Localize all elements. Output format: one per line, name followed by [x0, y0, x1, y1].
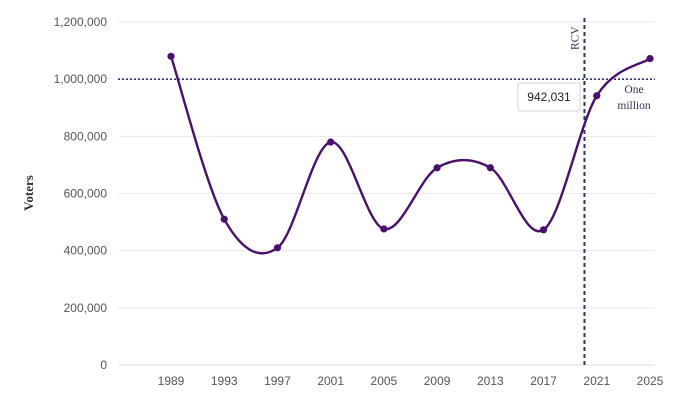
y-tick-label: 800,000	[64, 129, 108, 143]
x-tick-label: 1993	[211, 374, 238, 388]
data-point	[273, 244, 282, 252]
data-point	[380, 225, 388, 233]
data-points	[167, 52, 654, 252]
y-axis-label: Voters	[21, 175, 36, 211]
data-point	[433, 164, 441, 172]
x-tick-label: 2009	[424, 374, 451, 388]
data-point	[646, 54, 654, 63]
y-tick-label: 400,000	[64, 244, 108, 258]
rcv-label: RCV	[569, 26, 581, 50]
x-tick-label: 1989	[158, 374, 185, 388]
callout-box	[517, 82, 581, 112]
one-million-label-line2: million	[617, 100, 650, 112]
data-point	[539, 226, 548, 234]
x-tick-label: 2025	[637, 374, 664, 388]
data-point	[220, 215, 228, 223]
data-point	[486, 164, 494, 172]
data-point	[167, 52, 175, 60]
callout-text: 942,031	[527, 90, 571, 104]
x-tick-label: 2017	[530, 374, 557, 388]
series-line	[169, 55, 651, 255]
x-tick-label: 2021	[583, 374, 610, 388]
x-tick-label: 1997	[264, 374, 291, 388]
x-tick-label: 2001	[317, 374, 344, 388]
y-tick-label: 1,000,000	[54, 72, 108, 86]
one-million-label-line1: One	[624, 84, 643, 96]
y-tick-label: 0	[100, 358, 107, 372]
grid-lines	[118, 21, 655, 309]
y-tick-label: 200,000	[64, 301, 108, 315]
x-axis-ticks: 1989 1993 1997 2001 2005 2009 2013 2017 2021 2025	[158, 374, 664, 388]
data-point	[593, 92, 601, 100]
data-point	[327, 138, 335, 146]
y-tick-label: 1,200,000	[54, 15, 108, 29]
y-axis-ticks: 0 200,000 400,000 600,000 800,000 1,000,000 1,…	[54, 15, 108, 372]
value-callout: 942,031	[517, 82, 581, 112]
x-tick-label: 2013	[477, 374, 504, 388]
y-tick-label: 600,000	[64, 187, 108, 201]
x-tick-label: 2005	[371, 374, 398, 388]
